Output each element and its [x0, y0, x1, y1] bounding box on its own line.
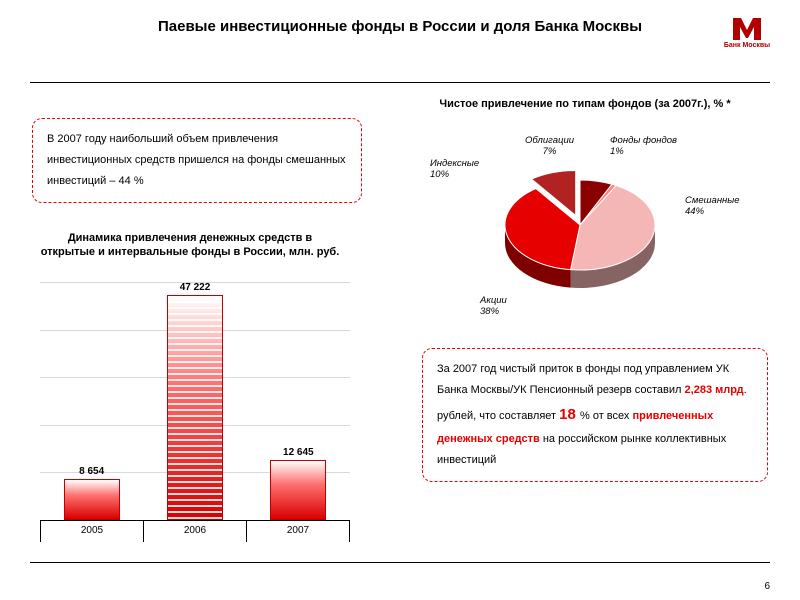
pie-slice-label: Акции38% [480, 295, 507, 318]
pie-slice-label: Облигации7% [525, 135, 574, 158]
page-number: 6 [764, 581, 770, 592]
bar-value-label: 12 645 [270, 447, 326, 458]
logo-text: Банк Москвы [722, 42, 772, 49]
logo-icon [729, 12, 765, 40]
bar-category-label: 2007 [246, 520, 350, 542]
bar-2005 [64, 479, 120, 520]
bar-2006 [167, 295, 223, 520]
bar-chart-title: Динамика привлечения денежных средств в … [40, 232, 340, 260]
bar-chart-xaxis: 200520062007 [40, 520, 350, 542]
bar-chart-canvas: 8 654 47 222 12 645 [40, 282, 350, 521]
bar-value-label: 47 222 [167, 282, 223, 293]
page-title: Паевые инвестиционные фонды в России и д… [120, 18, 680, 37]
pie-chart: Облигации7%Фонды фондов1%Смешанные44%Акц… [460, 140, 720, 320]
pie-slice-label: Индексные10% [430, 158, 479, 181]
bar-chart: 8 654 47 222 12 645 200520062007 [40, 282, 350, 542]
pie-svg [460, 140, 720, 320]
bar-2007 [270, 460, 326, 520]
pie-chart-title: Чистое привлечение по типам фондов (за 2… [410, 98, 760, 111]
pie-slice-label: Фонды фондов1% [610, 135, 677, 158]
callout-inflow-details: За 2007 год чистый приток в фонды под уп… [422, 348, 768, 482]
bank-logo: Банк Москвы [722, 12, 772, 49]
bar-category-label: 2006 [143, 520, 246, 542]
callout-summary-2007: В 2007 году наибольший объем привлечения… [32, 118, 362, 203]
bar-category-label: 2005 [40, 520, 143, 542]
bar-value-label: 8 654 [64, 466, 120, 477]
top-divider [30, 82, 770, 83]
pie-slice-label: Смешанные44% [685, 195, 740, 218]
bottom-divider [30, 562, 770, 563]
